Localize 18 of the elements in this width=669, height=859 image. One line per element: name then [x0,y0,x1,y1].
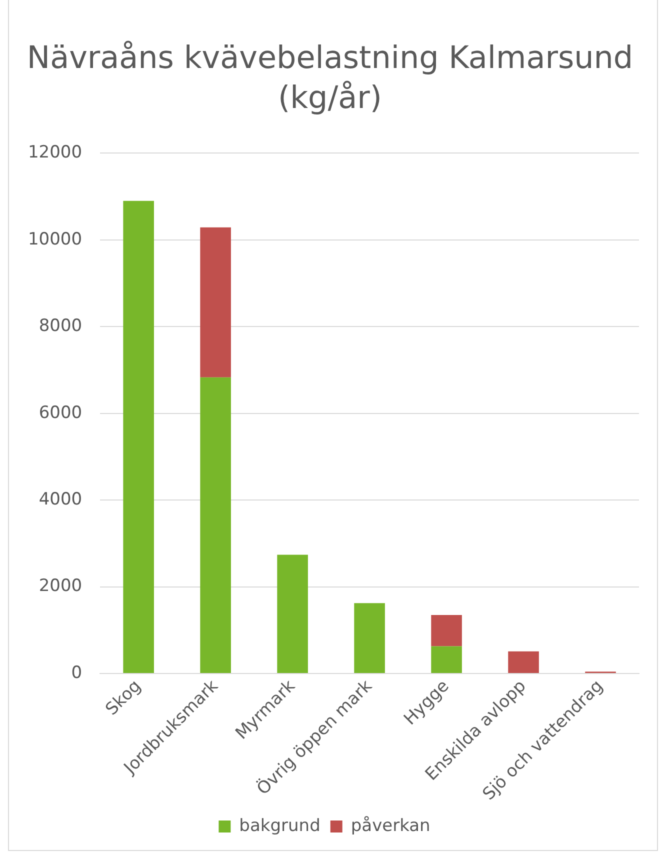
bar [354,603,385,674]
bar [431,646,462,674]
y-tick-label: 4000 [38,490,82,510]
bar [123,200,154,674]
y-tick-label: 6000 [38,402,82,423]
legend-label: bakgrund [239,816,320,836]
bar [431,615,462,646]
chart-title: Nävraåns kvävebelastning Kalmarsund (kg/år) [26,39,634,118]
y-tick-label: 2000 [38,576,82,596]
legend-label: påverkan [350,816,430,836]
bar [200,227,231,378]
bar [277,554,308,674]
y-tick-label: 0 [71,662,82,683]
y-tick-label: 12000 [28,142,82,163]
y-tick-label: 10000 [28,229,82,250]
bar [200,377,231,674]
bar [508,651,539,674]
y-tick-label: 8000 [38,316,82,336]
